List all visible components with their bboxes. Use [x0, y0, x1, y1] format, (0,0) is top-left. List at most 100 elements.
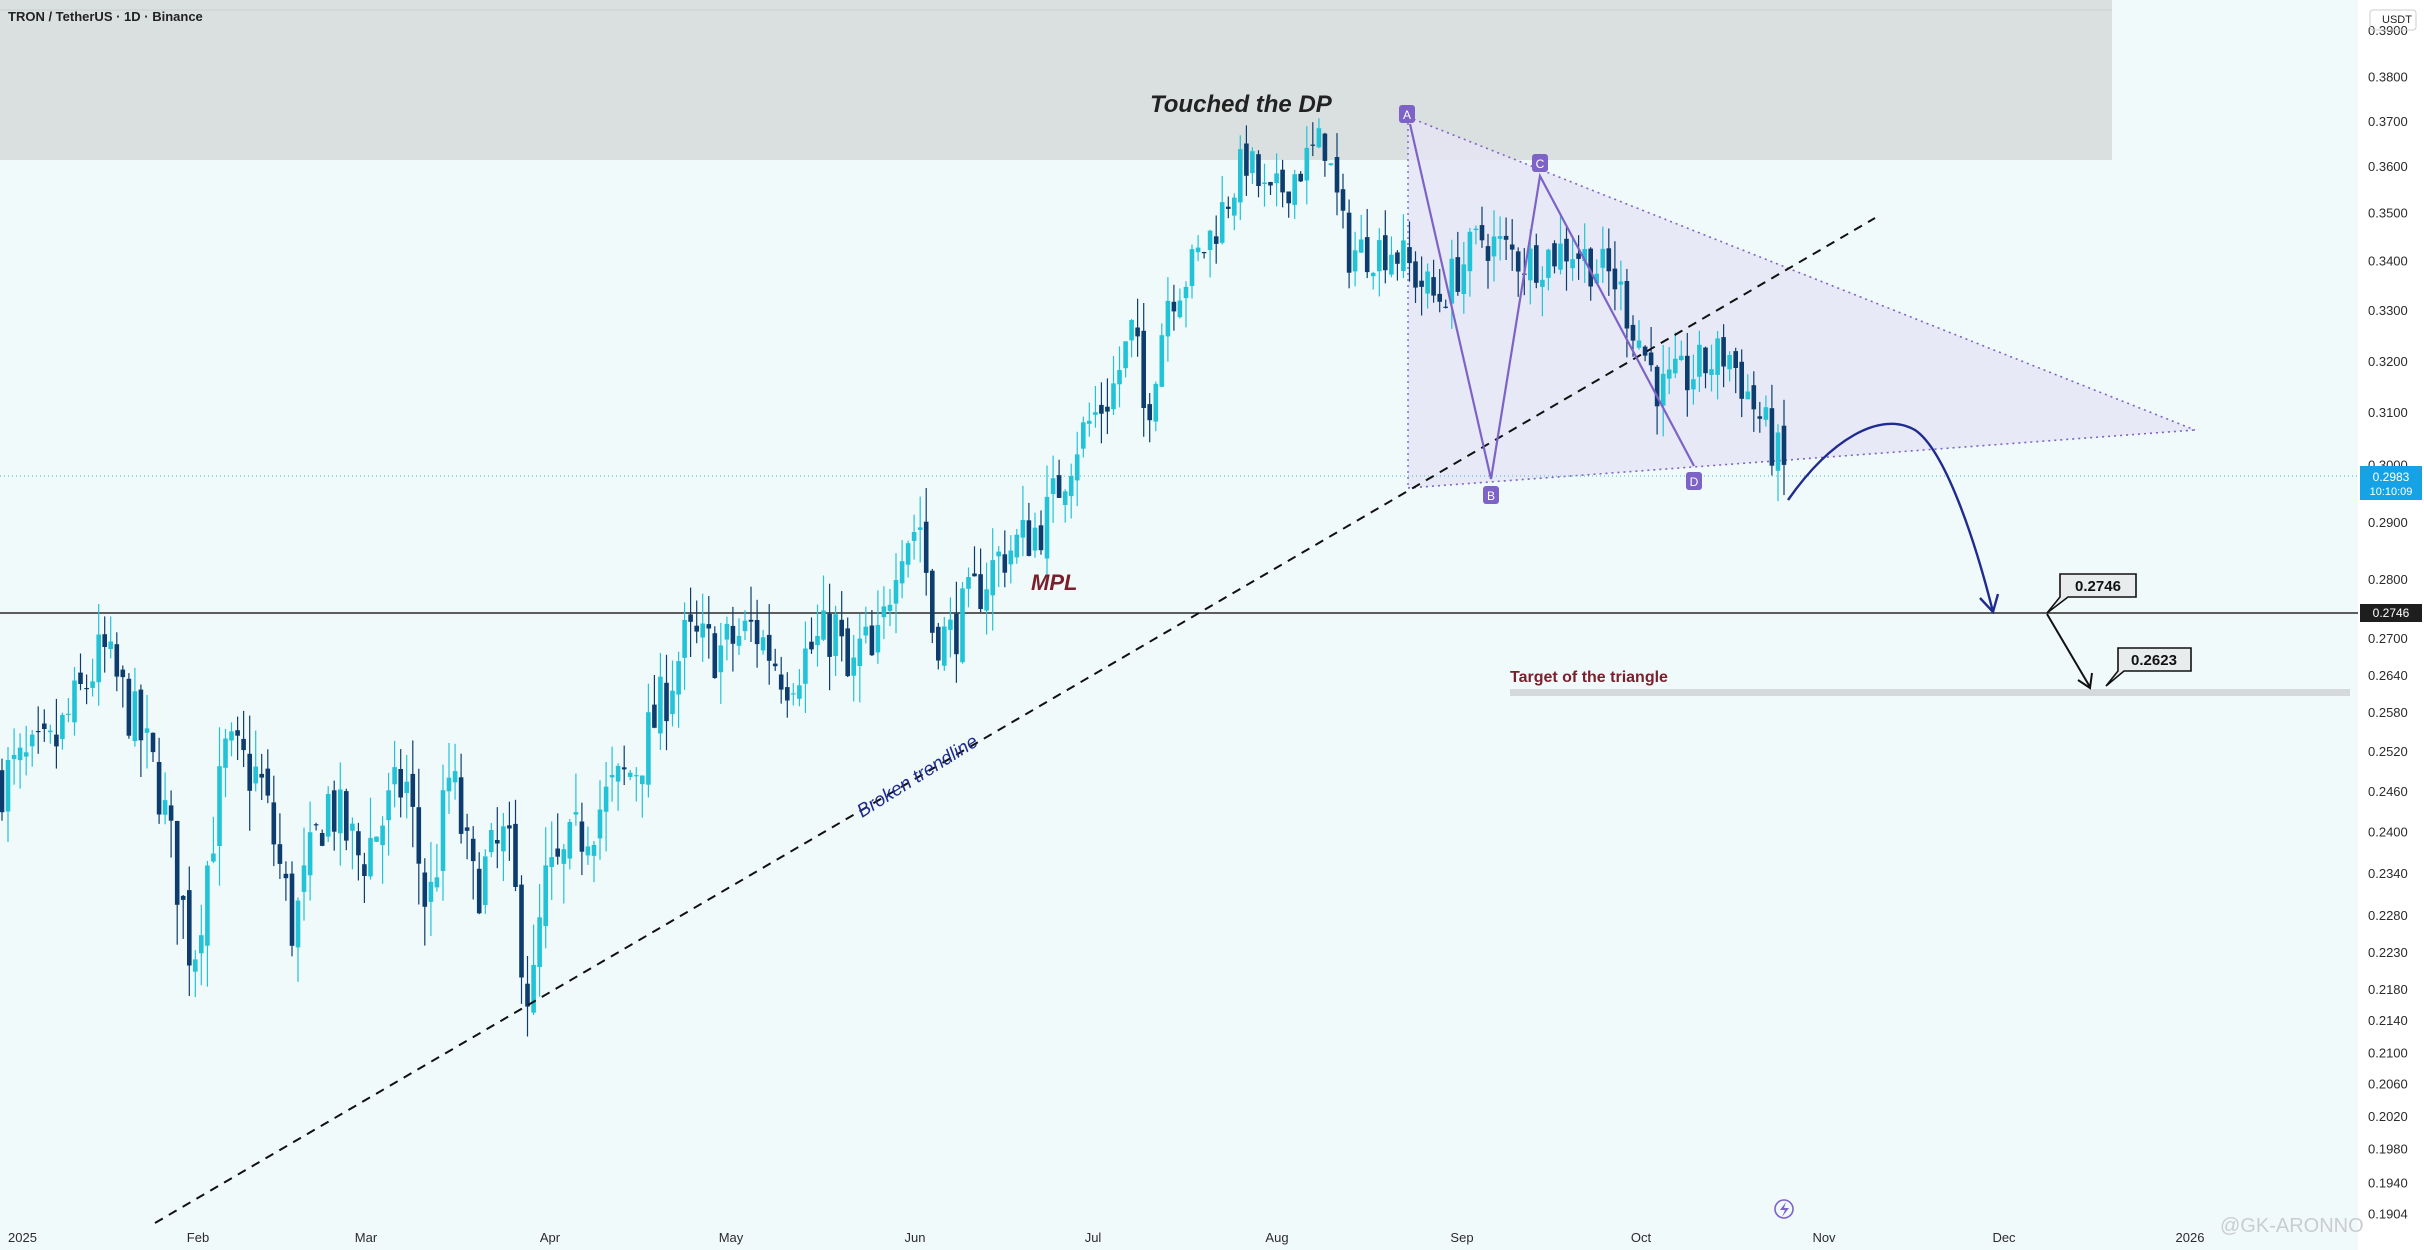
candle-body	[585, 846, 591, 856]
candle-body	[1703, 347, 1708, 374]
candle-body	[778, 674, 784, 690]
candle-body	[156, 762, 162, 815]
candle-body	[132, 691, 138, 742]
candle-body	[694, 625, 699, 632]
candle-body	[525, 983, 530, 1007]
candle-body	[785, 687, 790, 701]
candle-body	[942, 626, 947, 666]
lightning-icon[interactable]	[1774, 1199, 1794, 1219]
candle-body	[66, 713, 71, 715]
time-tick-label: 2025	[8, 1230, 37, 1245]
price-tick-label: 0.3500	[2368, 206, 2408, 221]
candle-body	[331, 790, 337, 832]
point-a-marker[interactable]: A	[1399, 105, 1415, 123]
broken-trendline[interactable]	[154, 217, 1876, 1224]
candle-body	[1171, 301, 1177, 312]
candle-body	[1020, 520, 1026, 538]
candle-body	[688, 614, 693, 622]
candle-body	[1497, 236, 1503, 239]
candle-body	[923, 521, 929, 573]
candle-body	[476, 868, 482, 914]
candle-body	[440, 790, 446, 871]
candle-body	[1056, 475, 1062, 498]
point-c-marker[interactable]: C	[1532, 154, 1548, 172]
candle-body	[350, 823, 355, 831]
price-tick-label: 0.2640	[2368, 668, 2408, 683]
candle-body	[1449, 258, 1455, 304]
candle-body	[187, 890, 192, 966]
candle-body	[1213, 236, 1219, 244]
candle-body	[851, 657, 856, 676]
price-tick-label: 0.2800	[2368, 572, 2408, 587]
candle-body	[543, 865, 548, 927]
price-scale-panel[interactable]	[2358, 0, 2424, 1250]
candle-body	[1401, 240, 1406, 271]
point-b-marker[interactable]: B	[1483, 486, 1499, 504]
candle-body	[452, 771, 458, 783]
candle-body	[990, 560, 995, 596]
candle-body	[1564, 238, 1569, 262]
key-level-badge[interactable]: 0.2746	[2360, 604, 2422, 622]
target-annotation[interactable]: Target of the triangle	[1510, 669, 1668, 686]
candle-body	[11, 755, 17, 760]
candle-body	[1745, 391, 1751, 400]
candle-body	[1685, 355, 1690, 391]
callout-1-text: 0.2746	[2075, 578, 2121, 595]
time-axis[interactable]: 2025 Feb Mar Apr May Jun Jul Aug Sep Oct Nov Dec 202…	[8, 1230, 2204, 1245]
candle-body	[1751, 385, 1757, 410]
candle-body	[162, 800, 168, 815]
callout-0-2746[interactable]: 0.2746	[2046, 573, 2137, 614]
candle-body	[138, 689, 144, 741]
candle-body	[1177, 300, 1183, 318]
candle-body	[809, 641, 814, 650]
candle-body	[422, 872, 428, 907]
candle-body	[374, 836, 379, 842]
currency-box	[2369, 9, 2417, 31]
candle-body	[1226, 206, 1231, 209]
candle-body	[954, 613, 959, 655]
currency-label[interactable]: USDT	[2382, 14, 2412, 26]
zone-annotation[interactable]: Touched the DP	[1150, 91, 1333, 118]
candle-body	[905, 543, 911, 565]
candle-body	[1280, 169, 1285, 193]
candle-body	[833, 614, 838, 656]
target-band	[1510, 689, 2350, 696]
candle-body	[253, 766, 258, 784]
price-tick-label: 0.2520	[2368, 744, 2408, 759]
candle-body	[573, 812, 579, 815]
candle-body	[17, 747, 23, 761]
candle-body	[29, 734, 35, 747]
candle-body	[513, 823, 518, 887]
price-axis[interactable]: 0.39000.38000.37000.36000.35000.34000.33…	[2368, 23, 2408, 1222]
candle-body	[1395, 252, 1400, 264]
candle-body	[489, 830, 494, 853]
candle-body	[960, 588, 965, 663]
price-tick-label: 0.2900	[2368, 515, 2408, 530]
candle-body	[464, 827, 470, 831]
current-price-badge[interactable]: 0.2983 10:10:09	[2360, 466, 2422, 500]
candle-body	[579, 821, 585, 852]
symbol-title[interactable]: TRON / TetherUS · 1D · Binance	[8, 9, 203, 24]
candle-body	[760, 637, 766, 651]
candle-body	[791, 693, 796, 695]
candle-body	[1630, 324, 1636, 341]
candle-body	[857, 638, 863, 666]
candle-body	[380, 825, 385, 846]
candle-body	[1467, 231, 1473, 272]
candle-body	[1250, 151, 1255, 174]
triangle-fill	[1408, 117, 2195, 488]
candle-body	[1292, 174, 1297, 205]
current-price-countdown: 10:10:09	[2370, 486, 2413, 498]
candle-body	[241, 738, 246, 751]
candle-body	[356, 831, 361, 856]
candle-body	[1413, 261, 1418, 288]
point-d-marker[interactable]: D	[1686, 472, 1702, 490]
candle-body	[199, 935, 204, 954]
candle-body	[313, 824, 319, 826]
candle-body	[416, 807, 422, 864]
callout-0-2623[interactable]: 0.2623	[2105, 647, 2192, 687]
candle-body	[1679, 355, 1684, 360]
candle-body	[1576, 253, 1581, 259]
mpl-annotation[interactable]: MPL	[1031, 570, 1077, 595]
